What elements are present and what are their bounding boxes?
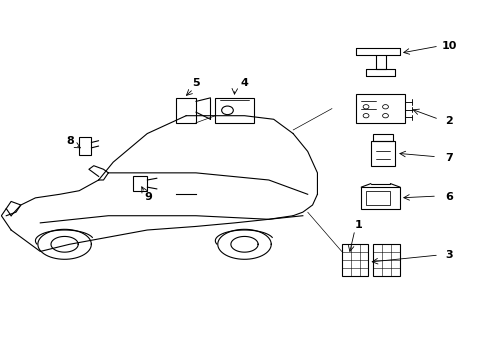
Bar [372,244,399,276]
Bar [79,137,91,155]
Text: 4: 4 [240,78,248,88]
Bar [370,141,394,166]
Bar [372,134,392,141]
Text: 5: 5 [192,78,199,88]
Text: 6: 6 [444,192,452,202]
Text: 7: 7 [444,153,452,163]
Bar [366,191,389,205]
Text: 2: 2 [444,116,452,126]
Bar [356,94,404,123]
Text: 10: 10 [441,41,456,51]
Text: 9: 9 [144,192,152,202]
Bar [361,187,399,208]
Text: 3: 3 [444,250,451,260]
Bar [341,244,368,276]
Text: 8: 8 [66,136,74,146]
Bar [176,98,196,123]
Bar [132,176,147,191]
Bar [215,98,254,123]
Text: 1: 1 [354,220,362,230]
